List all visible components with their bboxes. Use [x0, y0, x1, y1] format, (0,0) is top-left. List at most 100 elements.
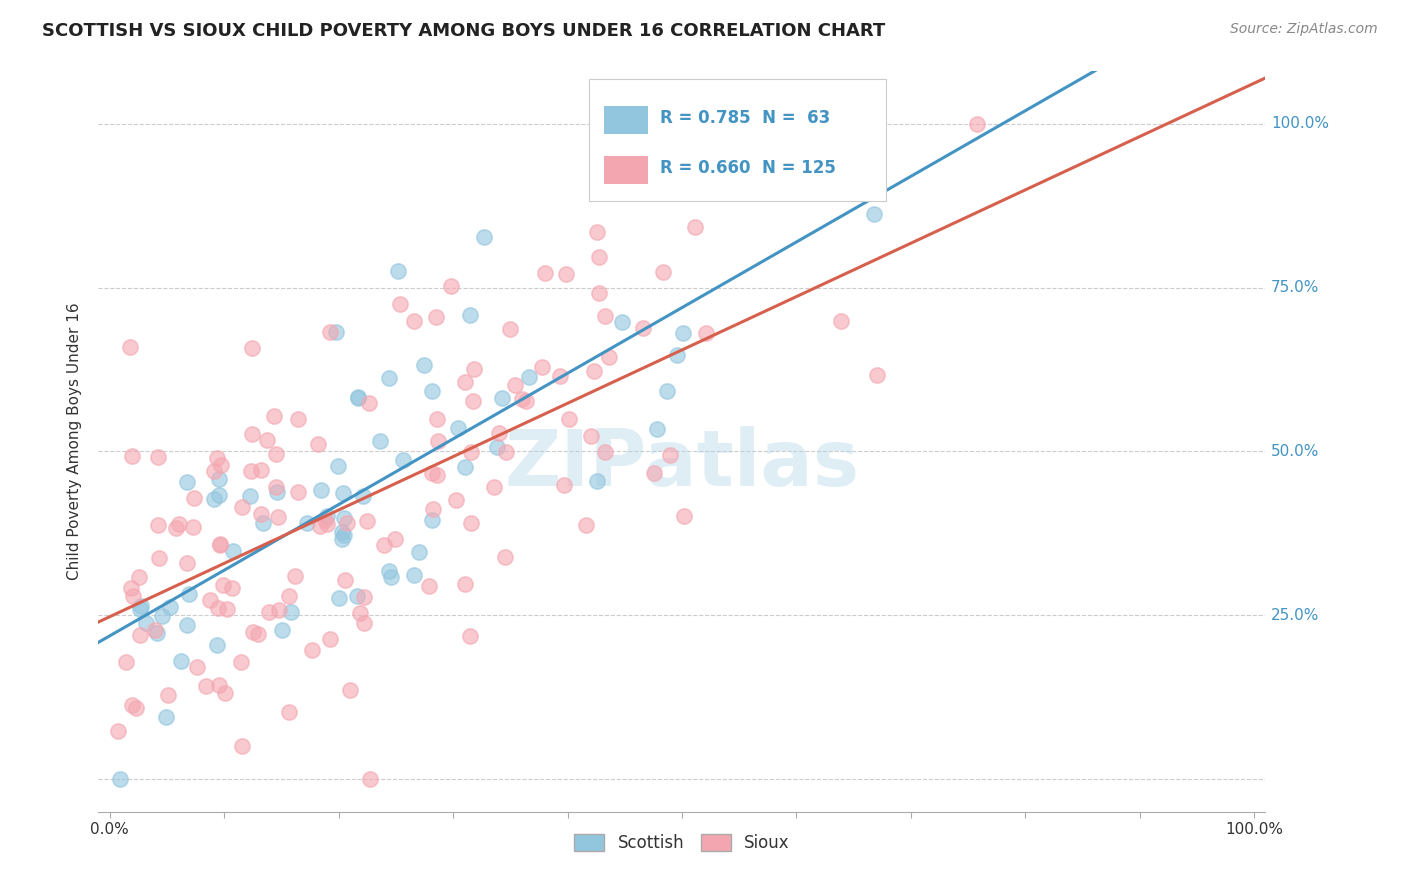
Point — [585, 474, 607, 488]
Point — [346, 390, 368, 404]
Point — [177, 587, 200, 601]
Point — [658, 448, 681, 462]
Point — [176, 475, 198, 490]
Text: 25.0%: 25.0% — [1271, 607, 1319, 623]
Point — [307, 436, 329, 450]
Point — [295, 516, 318, 530]
Point — [392, 453, 415, 467]
Point — [330, 532, 353, 546]
Point — [356, 514, 378, 528]
Point — [494, 550, 516, 565]
Point — [146, 626, 169, 640]
Point — [665, 348, 688, 362]
Point — [167, 517, 190, 532]
Point — [221, 582, 243, 596]
Point — [830, 314, 852, 328]
Point — [204, 464, 226, 478]
Point — [330, 524, 353, 539]
Point — [159, 599, 181, 614]
Point — [326, 458, 349, 473]
Point — [349, 606, 371, 620]
Point — [200, 593, 222, 607]
Point — [352, 489, 374, 503]
Point — [208, 678, 231, 692]
Point — [205, 450, 228, 465]
Point — [553, 477, 575, 491]
Point — [339, 682, 361, 697]
Point — [387, 264, 409, 278]
Point — [657, 384, 679, 398]
Point — [122, 590, 145, 604]
Point — [183, 491, 205, 505]
Point — [333, 573, 356, 587]
Point — [384, 532, 406, 546]
Point — [155, 709, 177, 723]
Point — [388, 297, 411, 311]
Point — [271, 624, 294, 638]
Point — [278, 589, 301, 603]
Text: 100.0%: 100.0% — [1271, 116, 1329, 131]
Point — [353, 591, 375, 605]
Point — [643, 467, 665, 481]
Point — [460, 516, 482, 530]
Point — [231, 739, 253, 753]
Point — [319, 632, 342, 646]
Point — [229, 655, 252, 669]
Point — [267, 602, 290, 616]
Point — [458, 309, 481, 323]
Point — [114, 655, 136, 669]
Point — [120, 581, 142, 595]
Point — [454, 375, 477, 389]
Point — [332, 486, 354, 500]
Point — [150, 608, 173, 623]
Point — [278, 705, 301, 719]
Point — [461, 393, 484, 408]
Point — [135, 616, 157, 631]
Point — [426, 467, 449, 482]
Point — [482, 480, 505, 494]
Point — [186, 659, 208, 673]
FancyBboxPatch shape — [589, 78, 886, 201]
Point — [612, 315, 634, 329]
Point — [128, 570, 150, 584]
Point — [280, 605, 302, 619]
Point — [318, 325, 340, 339]
Point — [346, 589, 368, 603]
Point — [309, 518, 332, 533]
Point — [486, 440, 509, 454]
Point — [378, 371, 401, 385]
Point — [266, 480, 288, 494]
Point — [263, 409, 285, 423]
Text: Source: ZipAtlas.com: Source: ZipAtlas.com — [1230, 22, 1378, 37]
Point — [404, 568, 426, 582]
Point — [208, 488, 231, 502]
Point — [404, 314, 426, 328]
Point — [146, 450, 169, 465]
Point — [287, 484, 309, 499]
Point — [472, 230, 495, 244]
Point — [495, 444, 517, 458]
Point — [515, 394, 537, 409]
Point — [314, 513, 336, 527]
Point — [458, 629, 481, 643]
Text: 50.0%: 50.0% — [1271, 444, 1319, 458]
Point — [242, 624, 264, 639]
Point — [347, 391, 370, 405]
Point — [588, 286, 610, 301]
Point — [146, 518, 169, 533]
Point — [425, 310, 447, 324]
Point — [420, 466, 443, 480]
Point — [125, 701, 148, 715]
Text: 0.0%: 0.0% — [90, 822, 129, 837]
Point — [420, 513, 443, 527]
Point — [249, 463, 271, 477]
Point — [454, 460, 477, 475]
Point — [558, 411, 581, 425]
Point — [266, 510, 288, 524]
Point — [121, 450, 143, 464]
Point — [548, 369, 571, 384]
Point — [212, 578, 235, 592]
Point — [427, 434, 450, 448]
Point — [208, 537, 231, 551]
Point — [695, 326, 717, 340]
